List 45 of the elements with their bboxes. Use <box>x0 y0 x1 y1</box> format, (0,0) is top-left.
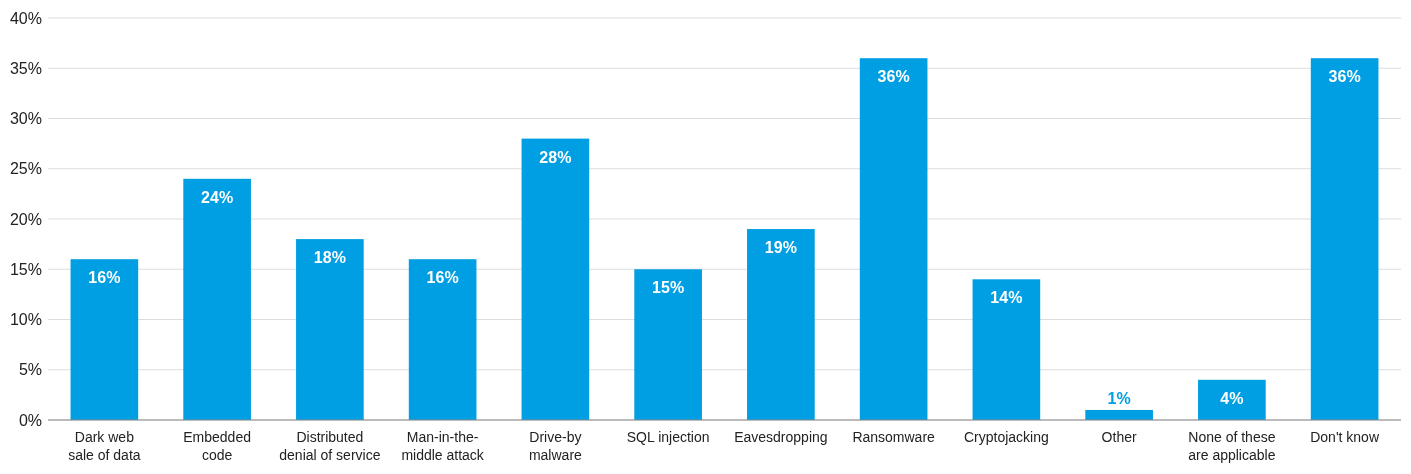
data-label: 14% <box>990 289 1023 307</box>
data-label: 18% <box>313 249 346 267</box>
x-tick-label: Man-in-the-middle attack <box>401 429 485 463</box>
y-tick-label: 15% <box>9 260 42 278</box>
bar <box>183 178 251 420</box>
bar <box>70 259 139 420</box>
bar <box>972 279 1041 420</box>
y-tick-label: 5% <box>18 361 42 379</box>
data-label: 15% <box>652 279 685 297</box>
y-tick-label: 30% <box>9 110 42 128</box>
bar <box>408 259 477 420</box>
x-tick-label: SQL injection <box>626 429 710 445</box>
x-tick-label: Drive-by malware <box>528 429 583 463</box>
data-label: 36% <box>877 68 910 86</box>
bar <box>1085 409 1153 420</box>
bar <box>747 229 815 420</box>
x-tick-label: Don't know <box>1310 429 1380 445</box>
x-tick-label: Dark web sale of data <box>68 429 141 463</box>
bar <box>859 58 928 420</box>
data-label: 36% <box>1328 68 1361 86</box>
bar <box>1310 58 1379 420</box>
x-tick-label: Embedded code <box>183 429 251 463</box>
data-label: 4% <box>1220 389 1244 407</box>
data-label: 16% <box>88 269 121 287</box>
y-tick-label: 10% <box>9 311 42 329</box>
data-label: 28% <box>539 148 572 166</box>
y-tick-label: 40% <box>9 9 42 27</box>
y-tick-label: 25% <box>9 160 42 178</box>
bar <box>521 138 590 420</box>
data-label: 19% <box>764 239 797 257</box>
x-tick-label: Ransomware <box>852 429 936 445</box>
y-tick-label: 20% <box>9 210 42 228</box>
data-label: 16% <box>426 269 459 287</box>
y-tick-label: 35% <box>9 59 42 77</box>
x-tick-label: Distributed denial of service <box>279 429 381 463</box>
bar <box>296 239 364 420</box>
x-tick-label: Cryptojacking <box>963 429 1049 445</box>
bar <box>634 269 702 420</box>
y-tick-label: 0% <box>18 411 42 429</box>
x-tick-label: Other <box>1101 429 1137 445</box>
x-tick-label: None of these are applicable <box>1188 429 1276 463</box>
bar <box>1198 379 1266 420</box>
x-tick-label: Eavesdropping <box>734 429 828 445</box>
data-label: 24% <box>201 188 234 206</box>
data-label: 1% <box>1107 389 1131 407</box>
